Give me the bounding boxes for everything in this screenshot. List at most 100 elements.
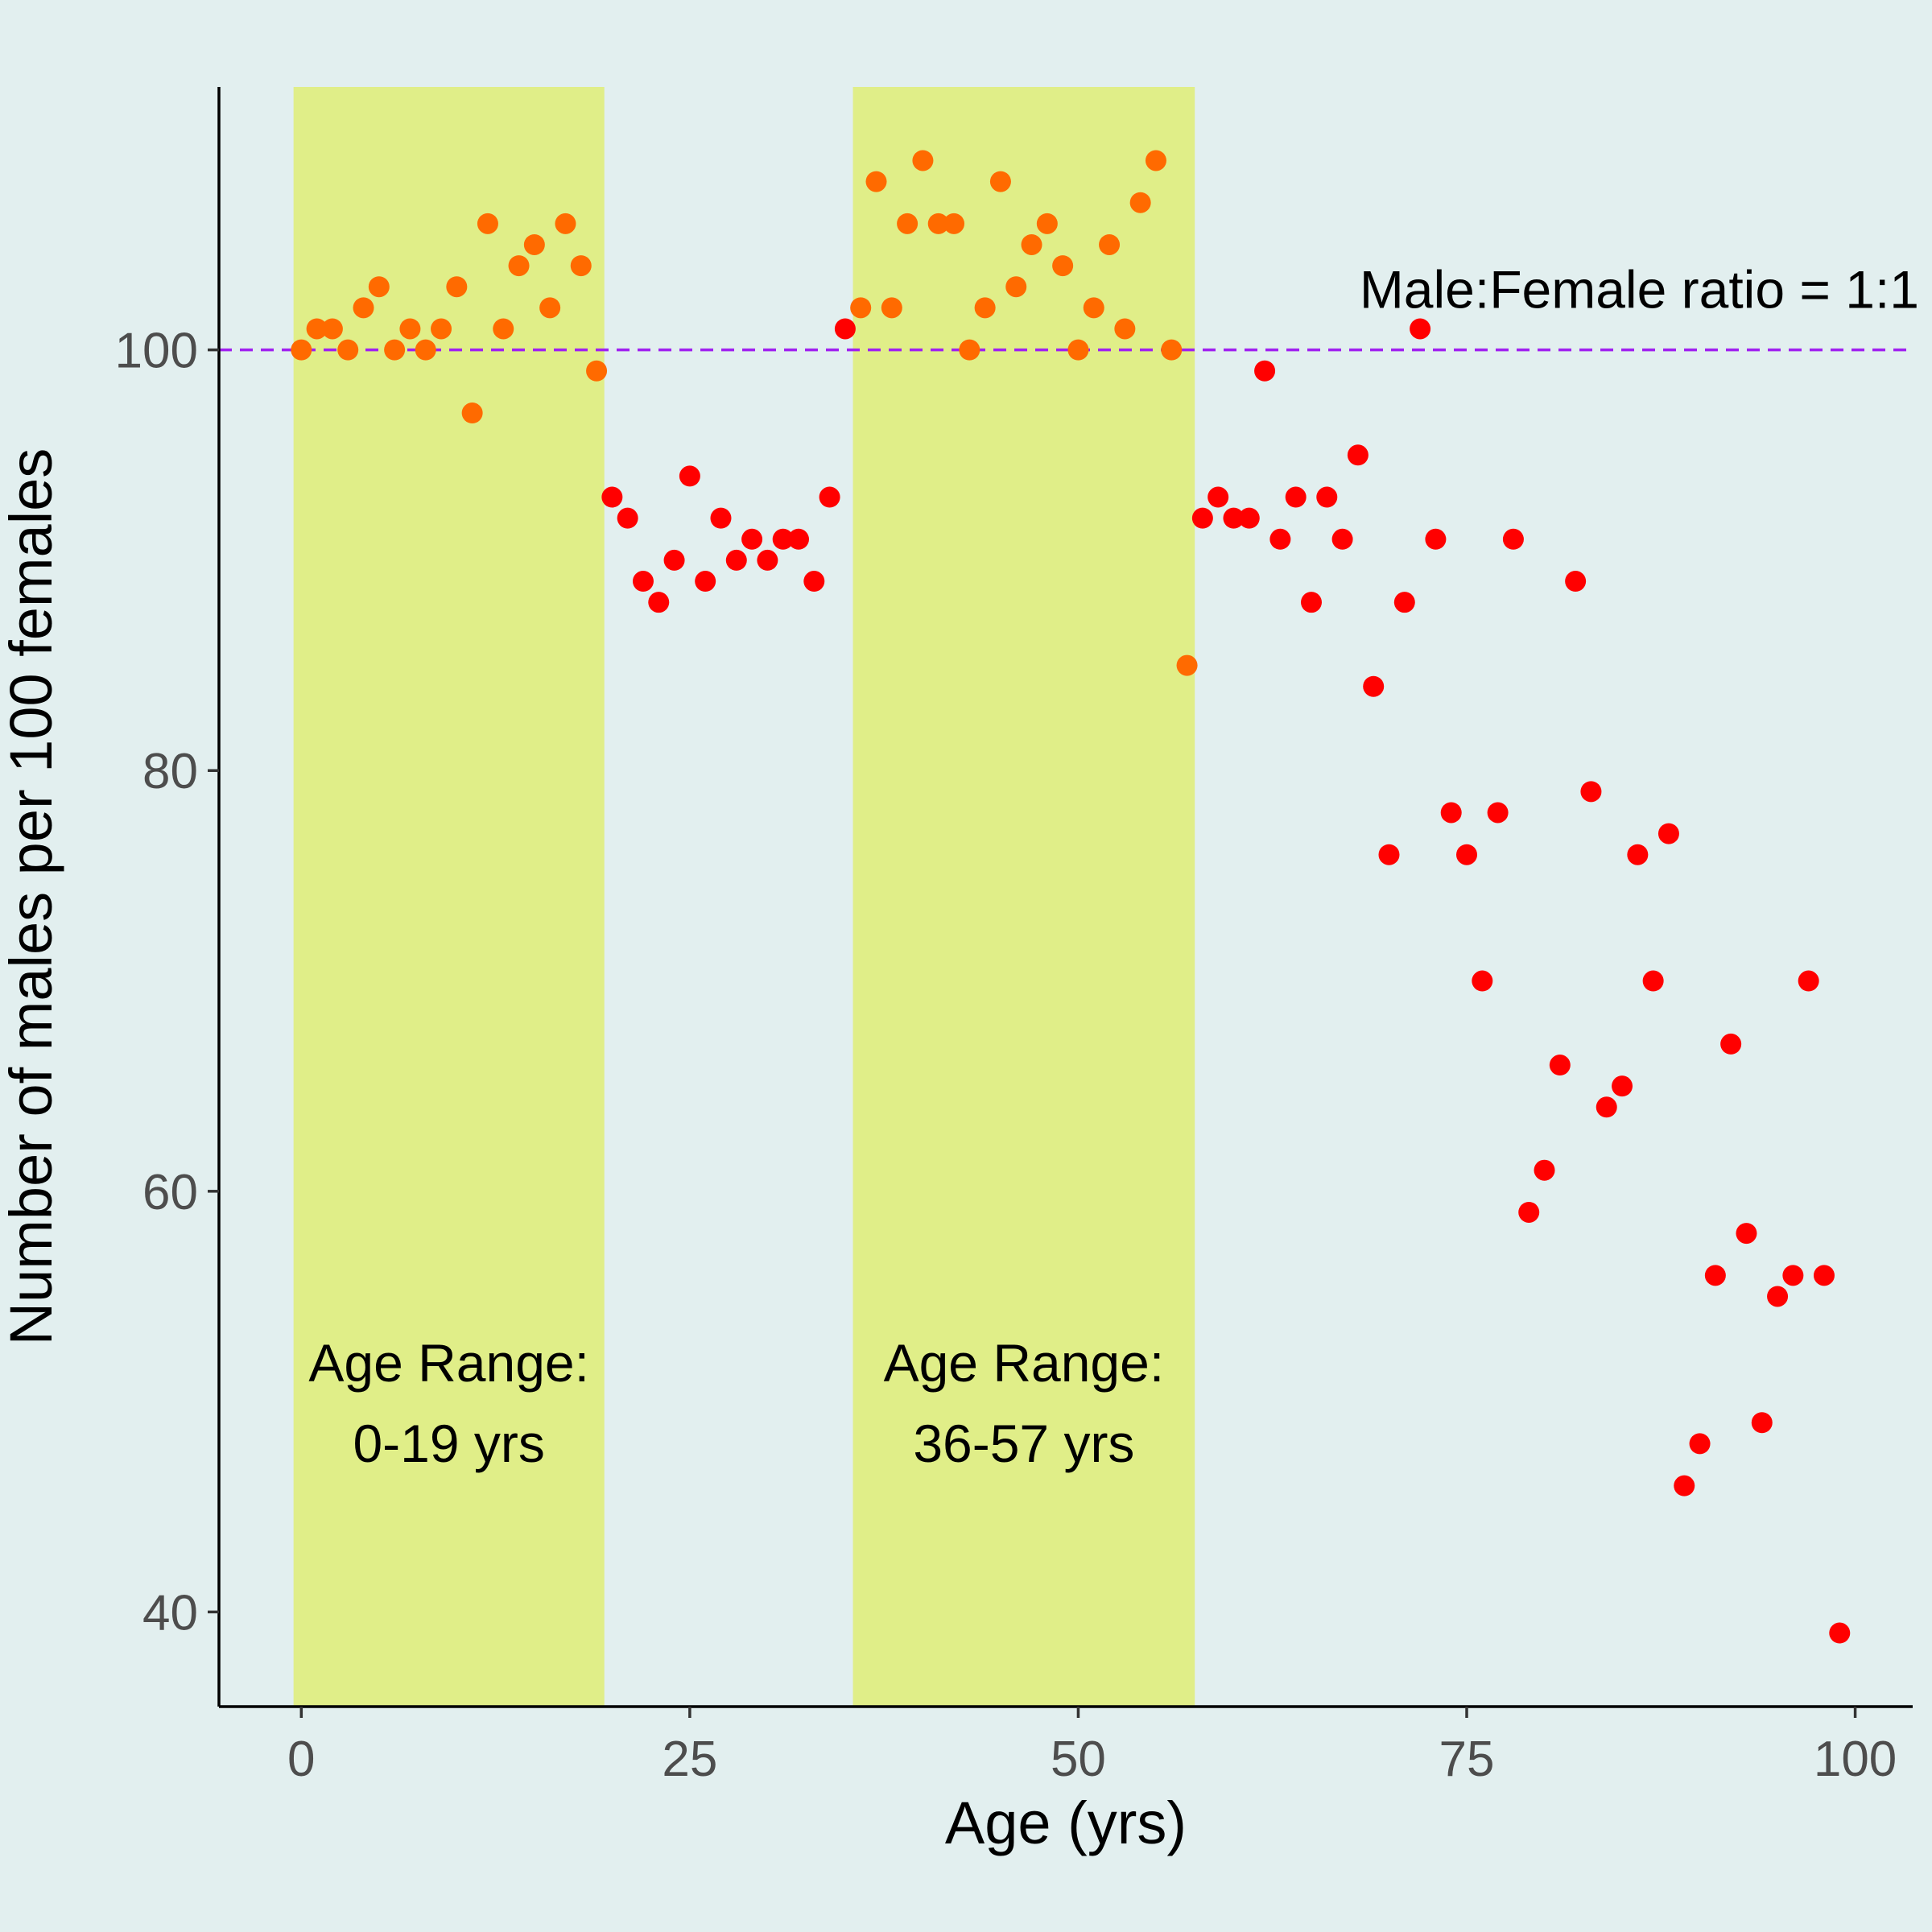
x-tick-label: 25 (662, 1732, 717, 1787)
data-point (1223, 507, 1245, 529)
data-point (1099, 233, 1121, 255)
band-label-range-2: 36-57 yrs (913, 1414, 1134, 1473)
data-point (1036, 213, 1058, 234)
data-point (1005, 276, 1027, 298)
x-tick-label: 50 (1051, 1732, 1106, 1787)
data-point (1472, 970, 1493, 992)
data-point (1191, 507, 1213, 529)
data-point (1487, 802, 1509, 824)
data-point (725, 549, 747, 571)
data-point (1347, 444, 1368, 466)
y-tick-label: 40 (142, 1585, 198, 1641)
data-point (1176, 654, 1198, 676)
reference-line-label: Male:Female ratio = 1:1 (1360, 260, 1919, 320)
data-point (1596, 1096, 1617, 1118)
axes: 0 25 50 75 100 40 60 80 100 (115, 87, 1913, 1787)
data-point (617, 507, 638, 529)
data-point (1440, 802, 1462, 824)
data-point (974, 297, 996, 319)
data-point (959, 339, 980, 361)
data-point (1300, 592, 1322, 613)
data-point (1751, 1412, 1773, 1434)
x-tick-label: 100 (1814, 1732, 1897, 1787)
data-point (384, 339, 406, 361)
data-point (1689, 1433, 1711, 1455)
data-point (337, 339, 359, 361)
data-point (508, 255, 530, 277)
data-point (819, 486, 840, 508)
data-point (477, 213, 498, 234)
data-point (1518, 1201, 1540, 1223)
data-point (523, 233, 545, 255)
data-point (1580, 781, 1602, 803)
band-label-title-2: Age Range: (884, 1333, 1165, 1393)
data-point (1657, 823, 1679, 844)
data-point (897, 213, 919, 234)
data-point (695, 571, 716, 592)
data-point (1627, 844, 1649, 865)
highlight-band-2 (852, 87, 1195, 1707)
data-point (850, 297, 872, 319)
data-point (648, 592, 670, 613)
x-axis-title: Age (yrs) (945, 1790, 1187, 1856)
data-point (1410, 318, 1431, 340)
band-label-title-1: Age Range: (308, 1333, 589, 1393)
data-point (291, 339, 312, 361)
data-points (291, 150, 1851, 1644)
data-point (834, 318, 856, 340)
data-point (570, 255, 592, 277)
data-point (1425, 528, 1447, 550)
data-point (632, 571, 654, 592)
data-point (1161, 339, 1183, 361)
data-point (1456, 844, 1478, 865)
data-point (1238, 507, 1260, 529)
data-point (1704, 1265, 1726, 1286)
data-point (1378, 844, 1400, 865)
data-point (1363, 675, 1385, 697)
data-point (1208, 486, 1229, 508)
data-point (1393, 592, 1415, 613)
data-point (1767, 1286, 1789, 1307)
band-label-range-1: 0-19 yrs (353, 1414, 544, 1473)
x-tick-label: 75 (1439, 1732, 1495, 1787)
data-point (555, 213, 576, 234)
y-tick-label: 60 (142, 1165, 198, 1220)
data-point (1502, 528, 1524, 550)
annotations: Male:Female ratio = 1:1 Age Range: 0-19 yr… (308, 260, 1919, 1473)
data-point (601, 486, 623, 508)
data-point (321, 318, 343, 340)
data-point (989, 171, 1011, 192)
data-point (446, 276, 468, 298)
data-point (1534, 1159, 1555, 1181)
data-point (539, 297, 561, 319)
data-point (1052, 255, 1074, 277)
data-point (1145, 150, 1166, 171)
data-point (353, 297, 374, 319)
data-point (881, 297, 902, 319)
data-point (1565, 571, 1587, 592)
data-point (306, 318, 328, 340)
data-point (493, 318, 514, 340)
data-point (803, 571, 825, 592)
data-point (772, 528, 794, 550)
data-point (710, 507, 732, 529)
y-tick-label: 80 (142, 744, 198, 799)
data-point (1114, 318, 1136, 340)
data-point (1782, 1265, 1804, 1286)
data-point (1798, 970, 1819, 992)
y-axis-title: Number of males per 100 females (0, 448, 64, 1346)
x-tick-label: 0 (287, 1732, 315, 1787)
data-point (865, 171, 887, 192)
data-point (1813, 1265, 1835, 1286)
data-point (787, 528, 809, 550)
data-point (1021, 233, 1042, 255)
data-point (1642, 970, 1664, 992)
data-point (1612, 1075, 1633, 1097)
data-point (1316, 486, 1338, 508)
data-point (943, 213, 965, 234)
data-point (431, 318, 452, 340)
data-point (927, 213, 949, 234)
data-point (1549, 1055, 1571, 1076)
data-point (1129, 192, 1151, 213)
